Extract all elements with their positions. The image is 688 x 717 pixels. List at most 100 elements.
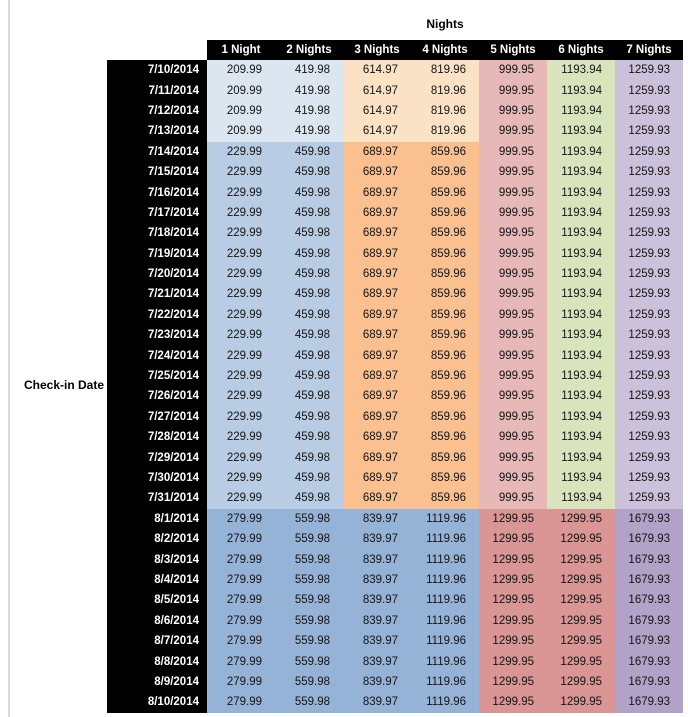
- price-cell[interactable]: 459.98: [275, 182, 343, 203]
- price-cell[interactable]: 1299.95: [479, 671, 547, 693]
- price-cell[interactable]: 1299.95: [479, 569, 547, 591]
- price-cell[interactable]: 839.97: [343, 671, 411, 693]
- row-header-date[interactable]: 7/26/2014: [107, 386, 207, 407]
- price-cell[interactable]: 279.99: [207, 508, 275, 529]
- price-cell[interactable]: 999.95: [479, 60, 547, 81]
- price-cell[interactable]: 1259.93: [615, 243, 683, 264]
- price-cell[interactable]: 279.99: [207, 569, 275, 591]
- row-header-date[interactable]: 7/24/2014: [107, 345, 207, 366]
- price-cell[interactable]: 229.99: [207, 488, 275, 509]
- price-cell[interactable]: 689.97: [343, 365, 411, 387]
- price-cell[interactable]: 459.98: [275, 304, 343, 326]
- price-cell[interactable]: 1679.93: [615, 569, 683, 591]
- price-cell[interactable]: 999.95: [479, 121, 547, 142]
- column-header-5-night[interactable]: 5 Nights: [479, 40, 547, 60]
- row-header-date[interactable]: 7/19/2014: [107, 243, 207, 264]
- price-cell[interactable]: 1299.95: [547, 590, 615, 611]
- price-cell[interactable]: 999.95: [479, 488, 547, 509]
- price-cell[interactable]: 689.97: [343, 325, 411, 346]
- row-header-date[interactable]: 8/2/2014: [107, 528, 207, 550]
- price-cell[interactable]: 1193.94: [547, 263, 615, 285]
- price-cell[interactable]: 999.95: [479, 467, 547, 489]
- price-cell[interactable]: 839.97: [343, 508, 411, 529]
- price-cell[interactable]: 1259.93: [615, 182, 683, 203]
- column-header-2-night[interactable]: 2 Nights: [275, 40, 343, 60]
- price-cell[interactable]: 1119.96: [411, 508, 479, 529]
- price-cell[interactable]: 229.99: [207, 406, 275, 428]
- price-cell[interactable]: 999.95: [479, 223, 547, 244]
- price-cell[interactable]: 229.99: [207, 386, 275, 407]
- price-cell[interactable]: 1259.93: [615, 202, 683, 224]
- price-cell[interactable]: 1119.96: [411, 549, 479, 570]
- price-cell[interactable]: 1299.95: [547, 671, 615, 693]
- price-cell[interactable]: 1299.95: [479, 528, 547, 550]
- price-cell[interactable]: 999.95: [479, 80, 547, 101]
- price-cell[interactable]: 1193.94: [547, 182, 615, 203]
- row-header-date[interactable]: 8/4/2014: [107, 569, 207, 591]
- price-cell[interactable]: 229.99: [207, 161, 275, 183]
- price-cell[interactable]: 1679.93: [615, 549, 683, 570]
- price-cell[interactable]: 1193.94: [547, 100, 615, 122]
- price-cell[interactable]: 819.96: [411, 121, 479, 142]
- price-cell[interactable]: 1193.94: [547, 488, 615, 509]
- price-cell[interactable]: 859.96: [411, 345, 479, 366]
- price-cell[interactable]: 859.96: [411, 325, 479, 346]
- price-cell[interactable]: 1259.93: [615, 467, 683, 489]
- price-cell[interactable]: 459.98: [275, 345, 343, 366]
- price-cell[interactable]: 1299.95: [547, 508, 615, 529]
- column-header-1-night[interactable]: 1 Night: [207, 40, 275, 60]
- price-cell[interactable]: 559.98: [275, 508, 343, 529]
- price-cell[interactable]: 1119.96: [411, 671, 479, 693]
- price-cell[interactable]: 1679.93: [615, 528, 683, 550]
- price-cell[interactable]: 459.98: [275, 161, 343, 183]
- price-cell[interactable]: 229.99: [207, 243, 275, 264]
- price-cell[interactable]: 229.99: [207, 345, 275, 366]
- price-cell[interactable]: 999.95: [479, 284, 547, 305]
- row-header-date[interactable]: 7/14/2014: [107, 141, 207, 162]
- price-cell[interactable]: 1679.93: [615, 508, 683, 529]
- row-header-date[interactable]: 8/1/2014: [107, 508, 207, 529]
- price-cell[interactable]: 819.96: [411, 60, 479, 81]
- row-header-date[interactable]: 7/15/2014: [107, 161, 207, 183]
- price-cell[interactable]: 1299.95: [547, 528, 615, 550]
- price-cell[interactable]: 209.99: [207, 121, 275, 142]
- price-cell[interactable]: 859.96: [411, 284, 479, 305]
- price-cell[interactable]: 229.99: [207, 223, 275, 244]
- price-cell[interactable]: 1193.94: [547, 325, 615, 346]
- price-cell[interactable]: 1119.96: [411, 610, 479, 631]
- price-cell[interactable]: 859.96: [411, 447, 479, 468]
- price-cell[interactable]: 1193.94: [547, 345, 615, 366]
- price-cell[interactable]: 1193.94: [547, 365, 615, 387]
- price-cell[interactable]: 859.96: [411, 243, 479, 264]
- price-cell[interactable]: 229.99: [207, 263, 275, 285]
- price-cell[interactable]: 999.95: [479, 263, 547, 285]
- row-header-date[interactable]: 7/25/2014: [107, 365, 207, 387]
- price-cell[interactable]: 859.96: [411, 141, 479, 162]
- price-cell[interactable]: 689.97: [343, 467, 411, 489]
- price-cell[interactable]: 999.95: [479, 100, 547, 122]
- price-cell[interactable]: 1299.95: [479, 651, 547, 672]
- price-cell[interactable]: 1193.94: [547, 223, 615, 244]
- price-cell[interactable]: 859.96: [411, 223, 479, 244]
- price-cell[interactable]: 859.96: [411, 467, 479, 489]
- price-cell[interactable]: 614.97: [343, 60, 411, 81]
- price-cell[interactable]: 279.99: [207, 528, 275, 550]
- price-cell[interactable]: 1259.93: [615, 161, 683, 183]
- price-cell[interactable]: 229.99: [207, 427, 275, 448]
- price-cell[interactable]: 859.96: [411, 202, 479, 224]
- price-cell[interactable]: 1259.93: [615, 284, 683, 305]
- row-header-date[interactable]: 8/9/2014: [107, 671, 207, 693]
- price-cell[interactable]: 229.99: [207, 365, 275, 387]
- column-header-4-night[interactable]: 4 Nights: [411, 40, 479, 60]
- price-cell[interactable]: 1193.94: [547, 427, 615, 448]
- price-cell[interactable]: 689.97: [343, 223, 411, 244]
- price-cell[interactable]: 1259.93: [615, 406, 683, 428]
- price-cell[interactable]: 614.97: [343, 121, 411, 142]
- price-cell[interactable]: 279.99: [207, 610, 275, 631]
- price-cell[interactable]: 229.99: [207, 304, 275, 326]
- price-cell[interactable]: 859.96: [411, 161, 479, 183]
- price-cell[interactable]: 689.97: [343, 488, 411, 509]
- price-cell[interactable]: 1193.94: [547, 386, 615, 407]
- row-header-date[interactable]: 8/8/2014: [107, 651, 207, 672]
- price-cell[interactable]: 459.98: [275, 488, 343, 509]
